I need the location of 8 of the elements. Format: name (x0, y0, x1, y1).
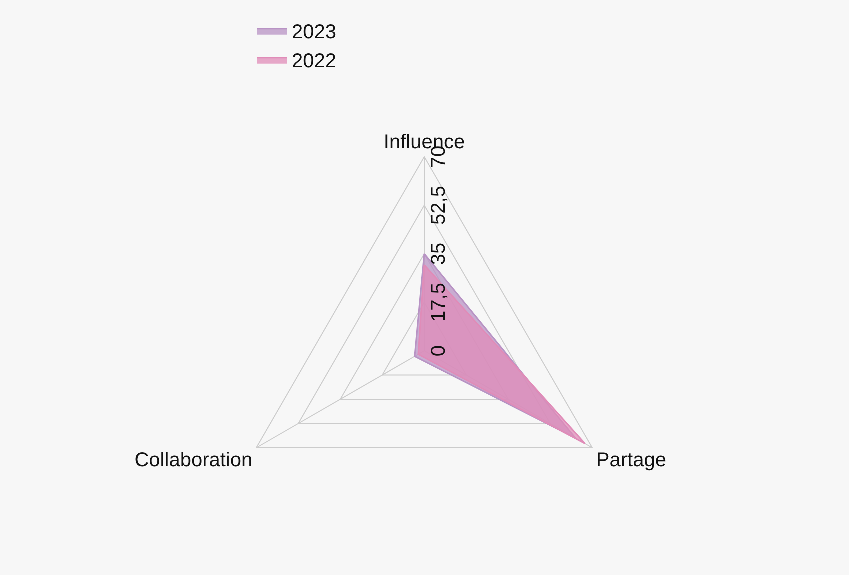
legend-label: 2023 (292, 22, 336, 44)
legend-label: 2022 (292, 50, 336, 73)
y-tick-label: 35 (428, 242, 450, 266)
y-tick-label: 17,5 (428, 283, 450, 322)
y-tick-label: 0 (428, 345, 450, 357)
spoke-label: Collaboration (134, 449, 253, 472)
spoke-label: Partage (596, 449, 666, 472)
y-tick-label: 52,5 (428, 186, 450, 225)
